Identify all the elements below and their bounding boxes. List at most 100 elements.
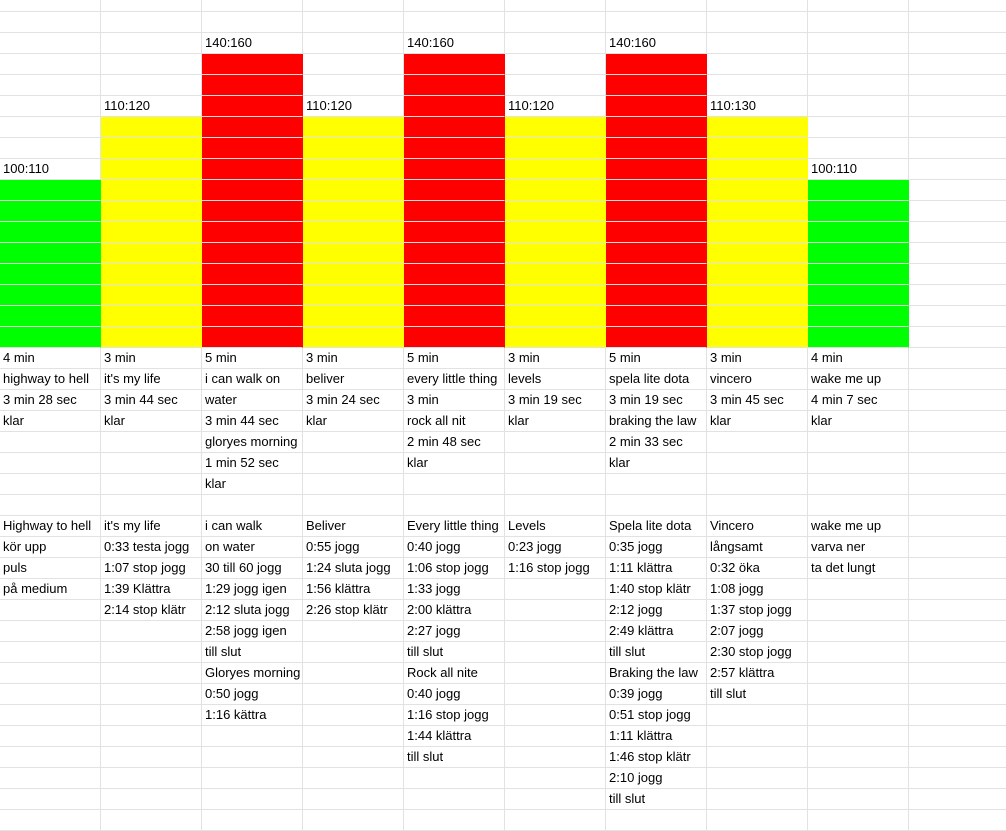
bar-cell[interactable]: [202, 285, 303, 306]
cell[interactable]: [808, 12, 909, 33]
bar-cell[interactable]: [606, 96, 707, 117]
bar-cell[interactable]: [202, 243, 303, 264]
cell[interactable]: [505, 12, 606, 33]
cell[interactable]: [0, 96, 101, 117]
cell-text[interactable]: till slut: [202, 642, 303, 663]
bpm-label[interactable]: 100:110: [0, 159, 101, 180]
bar-cell[interactable]: [707, 159, 808, 180]
cell-text[interactable]: 4 min 7 sec: [808, 390, 909, 411]
cell-text[interactable]: 1:16 stop jogg: [505, 558, 606, 579]
cell[interactable]: [101, 768, 202, 789]
cell[interactable]: [0, 54, 101, 75]
cell[interactable]: [303, 726, 404, 747]
cell[interactable]: [0, 0, 101, 12]
cell[interactable]: [0, 684, 101, 705]
bar-top-cell[interactable]: [707, 117, 808, 138]
bpm-label[interactable]: 110:120: [505, 96, 606, 117]
cell[interactable]: [202, 726, 303, 747]
cell[interactable]: [101, 726, 202, 747]
cell-text[interactable]: Spela lite dota: [606, 516, 707, 537]
bar-cell[interactable]: [707, 222, 808, 243]
cell[interactable]: [909, 390, 1006, 411]
bar-cell[interactable]: [404, 306, 505, 327]
cell[interactable]: [808, 705, 909, 726]
cell[interactable]: [303, 12, 404, 33]
cell[interactable]: [707, 474, 808, 495]
cell[interactable]: [606, 0, 707, 12]
cell-text[interactable]: Rock all nite: [404, 663, 505, 684]
cell-text[interactable]: Vincero: [707, 516, 808, 537]
cell[interactable]: [303, 684, 404, 705]
cell-text[interactable]: 1:16 stop jogg: [404, 705, 505, 726]
bar-cell[interactable]: [0, 285, 101, 306]
bar-cell[interactable]: [707, 180, 808, 201]
bar-cell[interactable]: [303, 201, 404, 222]
cell[interactable]: [505, 747, 606, 768]
cell[interactable]: [101, 33, 202, 54]
cell-text[interactable]: wake me up: [808, 516, 909, 537]
cell[interactable]: [404, 789, 505, 810]
bar-cell[interactable]: [808, 264, 909, 285]
cell[interactable]: [202, 768, 303, 789]
bar-cell[interactable]: [404, 222, 505, 243]
cell-text[interactable]: 3 min: [404, 390, 505, 411]
cell[interactable]: [0, 75, 101, 96]
cell[interactable]: [707, 789, 808, 810]
cell[interactable]: [404, 474, 505, 495]
cell-text[interactable]: 2:26 stop klätr: [303, 600, 404, 621]
cell-text[interactable]: 1:29 jogg igen: [202, 579, 303, 600]
cell-text[interactable]: 0:23 jogg: [505, 537, 606, 558]
bar-cell[interactable]: [202, 222, 303, 243]
cell[interactable]: [909, 348, 1006, 369]
cell[interactable]: [0, 453, 101, 474]
cell[interactable]: [909, 180, 1006, 201]
bar-cell[interactable]: [404, 243, 505, 264]
cell[interactable]: [505, 579, 606, 600]
cell-text[interactable]: 1:46 stop klätr: [606, 747, 707, 768]
cell[interactable]: [808, 579, 909, 600]
cell[interactable]: [909, 600, 1006, 621]
cell[interactable]: [909, 768, 1006, 789]
bpm-label[interactable]: 110:120: [303, 96, 404, 117]
bar-cell[interactable]: [202, 201, 303, 222]
bar-cell[interactable]: [707, 285, 808, 306]
cell[interactable]: [808, 726, 909, 747]
cell[interactable]: [101, 0, 202, 12]
cell[interactable]: [808, 789, 909, 810]
bar-cell[interactable]: [303, 327, 404, 348]
cell[interactable]: [909, 453, 1006, 474]
bar-cell[interactable]: [808, 306, 909, 327]
cell-text[interactable]: 2:57 klättra: [707, 663, 808, 684]
bar-top-cell[interactable]: [0, 180, 101, 201]
cell[interactable]: [808, 75, 909, 96]
cell-text[interactable]: klar: [0, 411, 101, 432]
cell[interactable]: [909, 726, 1006, 747]
bar-cell[interactable]: [303, 180, 404, 201]
cell-text[interactable]: vincero: [707, 369, 808, 390]
cell[interactable]: [101, 474, 202, 495]
cell[interactable]: [0, 768, 101, 789]
cell[interactable]: [909, 243, 1006, 264]
cell[interactable]: [606, 12, 707, 33]
cell-text[interactable]: 1:40 stop klätr: [606, 579, 707, 600]
bar-cell[interactable]: [808, 327, 909, 348]
cell[interactable]: [303, 663, 404, 684]
cell[interactable]: [707, 747, 808, 768]
cell-text[interactable]: klar: [202, 474, 303, 495]
bar-cell[interactable]: [202, 117, 303, 138]
cell-text[interactable]: till slut: [606, 642, 707, 663]
cell[interactable]: [909, 285, 1006, 306]
cell[interactable]: [909, 75, 1006, 96]
bar-cell[interactable]: [101, 201, 202, 222]
bar-cell[interactable]: [202, 75, 303, 96]
cell[interactable]: [202, 12, 303, 33]
cell[interactable]: [0, 495, 101, 516]
cell[interactable]: [808, 495, 909, 516]
cell[interactable]: [909, 33, 1006, 54]
cell[interactable]: [606, 495, 707, 516]
cell[interactable]: [909, 369, 1006, 390]
cell[interactable]: [909, 159, 1006, 180]
cell-text[interactable]: Every little thing: [404, 516, 505, 537]
cell[interactable]: [808, 117, 909, 138]
